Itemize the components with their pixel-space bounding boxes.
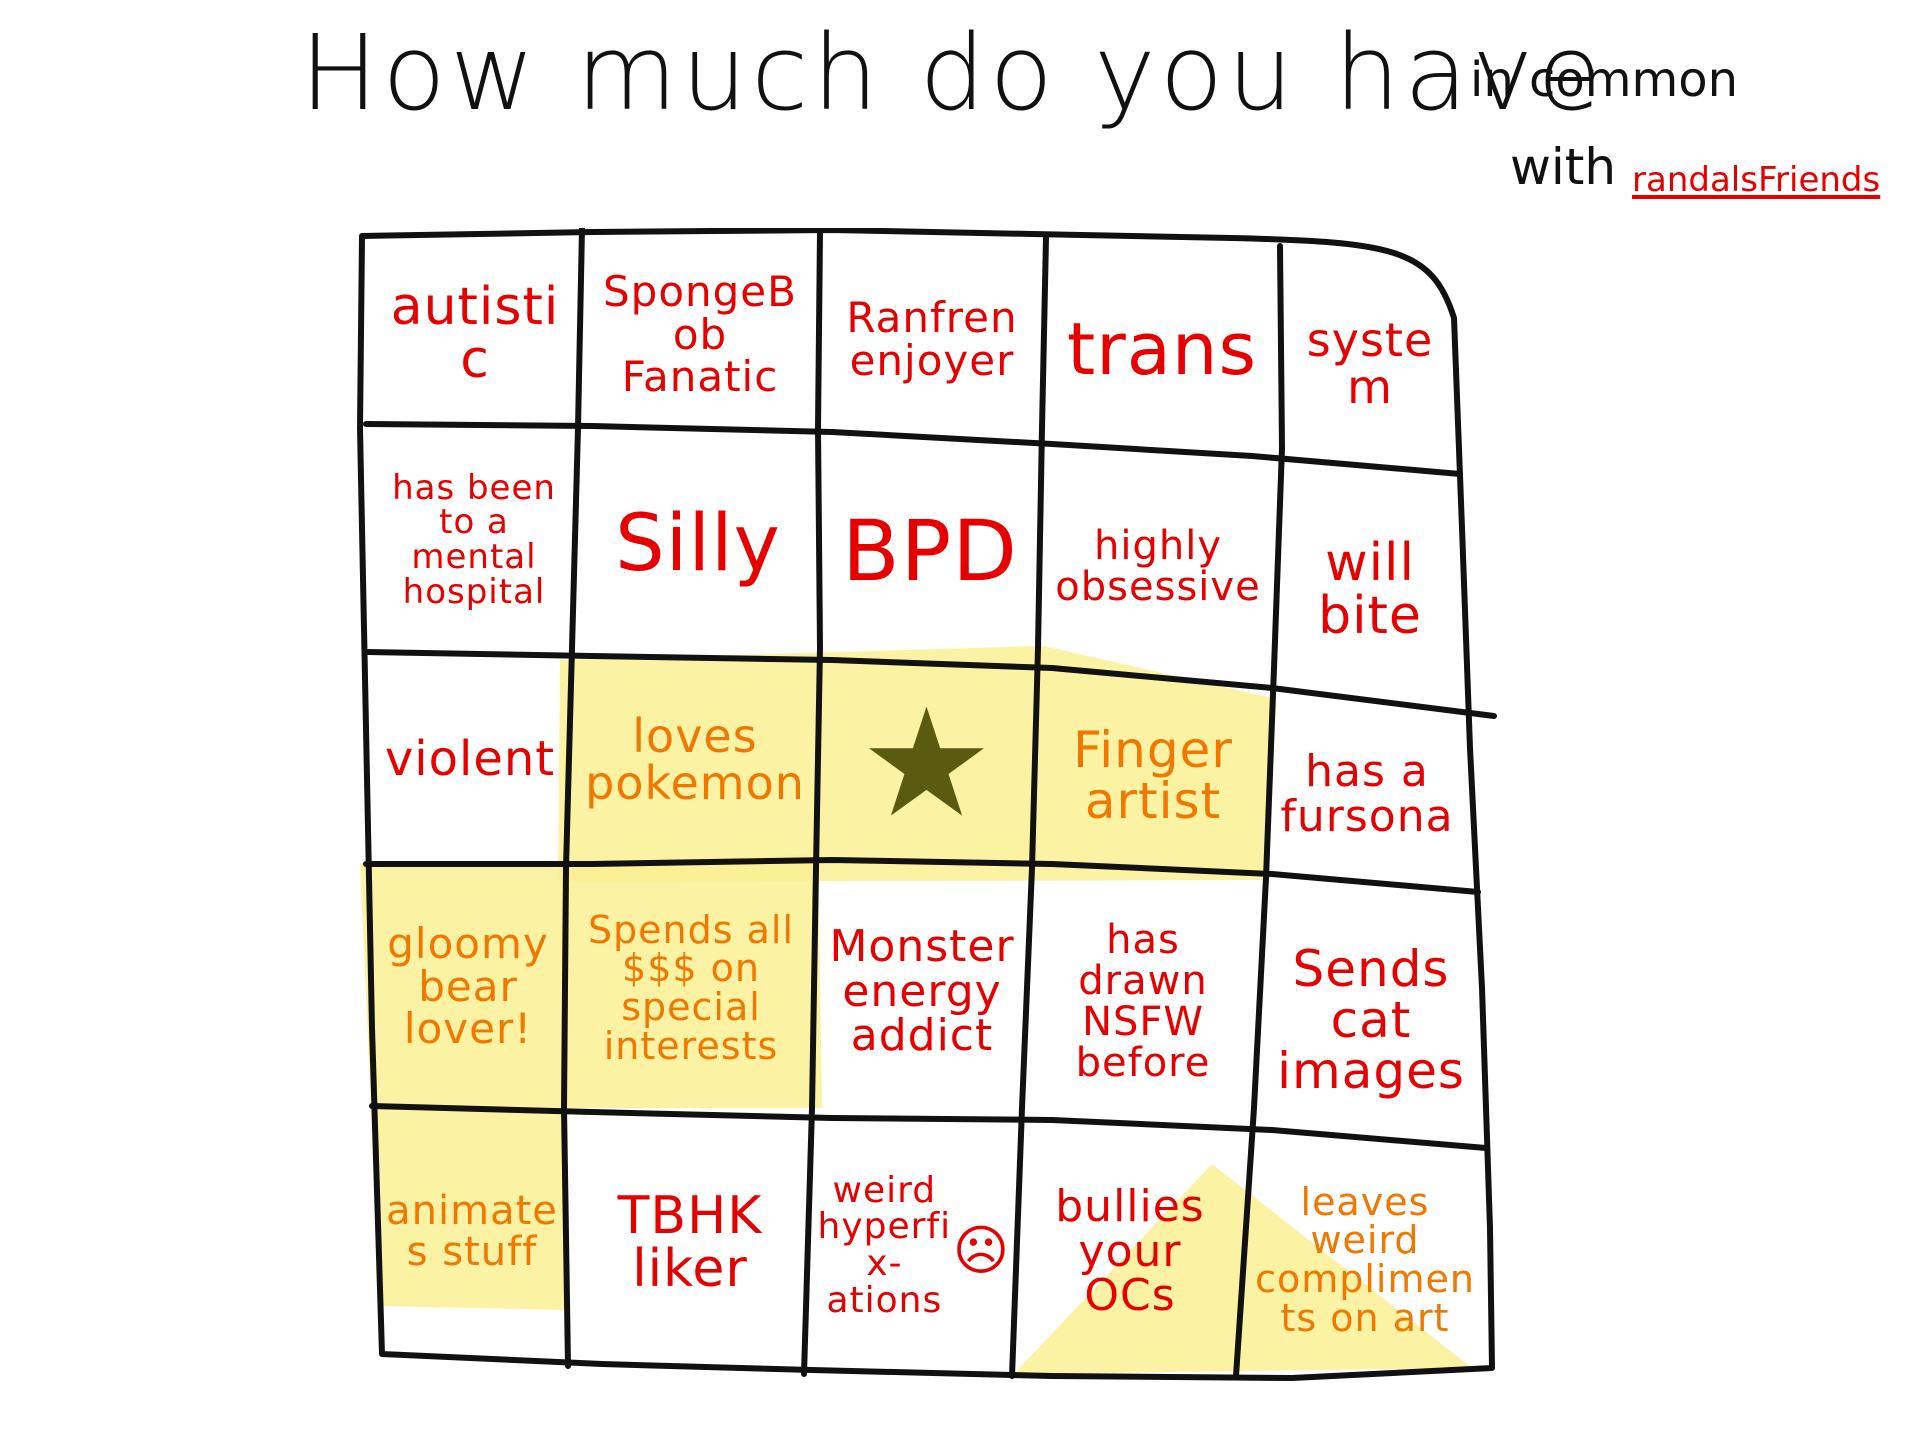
cell-r2c5: will bite (1280, 468, 1460, 712)
cell-r2c2-text: Silly (615, 499, 781, 590)
cell-r1c4: trans (1046, 248, 1278, 452)
cell-r2c4: highly obsessive (1042, 450, 1274, 684)
highlight-r4c2 (560, 854, 822, 1108)
cell-r3c5: has a fursona (1272, 702, 1462, 888)
cell-r1c3-text: Ranfren enjoyer (846, 293, 1018, 385)
cell-r1c2-text: SpongeBob Fanatic (603, 266, 797, 402)
cell-r3c3: ★ (820, 664, 1034, 864)
cell-r4c4-text: has drawn NSFW before (1075, 917, 1211, 1086)
cell-r2c1: has been to a mental hospital (372, 430, 576, 650)
cell-r5c4-text: bullies your OCs (1055, 1180, 1205, 1322)
cell-r3c5-text: has a fursona (1280, 746, 1454, 842)
cell-r3c2: loves pokemon (572, 660, 818, 860)
cell-r3c1-text: violent (384, 730, 556, 787)
cell-r5c1-text: animates stuff (386, 1188, 558, 1275)
cell-r2c5-text: will bite (1318, 532, 1422, 646)
sad-face-icon: ☹ (952, 1219, 1010, 1283)
title-main: How much do you have (300, 12, 1606, 134)
cell-r4c1-text: gloomy bear lover! (387, 918, 549, 1054)
cell-r1c2: SpongeBob Fanatic (584, 240, 816, 430)
cell-r5c4: bullies your OCs (1020, 1130, 1240, 1374)
grid-lines (357, 228, 1497, 1381)
cell-r4c3-text: Monster energy addict (829, 920, 1015, 1062)
cell-r1c5-text: system (1306, 313, 1434, 414)
cell-r1c4-text: trans (1066, 307, 1258, 392)
cell-r4c3: Monster energy addict (818, 866, 1026, 1118)
cell-r5c1: animates stuff (376, 1112, 568, 1352)
cell-r5c3-text: weird hyperfix-ations (817, 1169, 952, 1321)
cell-r2c3: BPD (822, 438, 1038, 666)
cell-r1c1: autistic (372, 244, 578, 424)
bingo-grid-lines (357, 228, 1497, 1381)
cell-r3c2-text: loves pokemon (585, 709, 805, 810)
cell-r4c1: gloomy bear lover! (370, 868, 566, 1106)
title-small: in common (1470, 52, 1739, 108)
cell-r5c2: TBHK liker (572, 1118, 808, 1368)
cell-r1c3: Ranfren enjoyer (824, 242, 1040, 438)
cell-r2c1-text: has been to a mental hospital (392, 467, 556, 612)
cell-r2c3-text: BPD (842, 502, 1018, 601)
cell-r1c5: system (1284, 258, 1456, 470)
highlight-row3 (558, 646, 1272, 882)
cell-r5c3: weird hyperfix-ations ☹ (810, 1120, 1016, 1372)
title-name: randalsFriends (1632, 160, 1881, 200)
cell-r2c4-text: highly obsessive (1055, 523, 1261, 610)
cell-r4c5-text: Sends cat images (1277, 939, 1465, 1100)
cell-r3c1: violent (370, 656, 570, 862)
cell-r5c2-text: TBHK liker (617, 1185, 763, 1299)
title-with: with (1510, 138, 1617, 196)
cell-r4c2-text: Spends all $$$ on special interests (587, 907, 795, 1068)
cell-r4c5: Sends cat images (1260, 894, 1482, 1146)
cell-r2c2: Silly (578, 432, 818, 658)
cell-r4c4: has drawn NSFW before (1030, 876, 1256, 1128)
star-icon: ★ (859, 677, 995, 851)
bingo-board: autistic SpongeBob Fanatic Ranfren enjoy… (352, 228, 1502, 1394)
cell-r5c5: leaves weird compliments on art (1242, 1148, 1488, 1372)
cell-r5c5-text: leaves weird compliments on art (1255, 1179, 1475, 1340)
cell-r3c4-text: Finger artist (1073, 721, 1233, 830)
cell-r1c1-text: autistic (390, 276, 560, 390)
cell-r4c2: Spends all $$$ on special interests (568, 864, 814, 1112)
highlight-col1-lower (360, 864, 566, 1310)
cell-r3c4: Finger artist (1038, 678, 1268, 874)
